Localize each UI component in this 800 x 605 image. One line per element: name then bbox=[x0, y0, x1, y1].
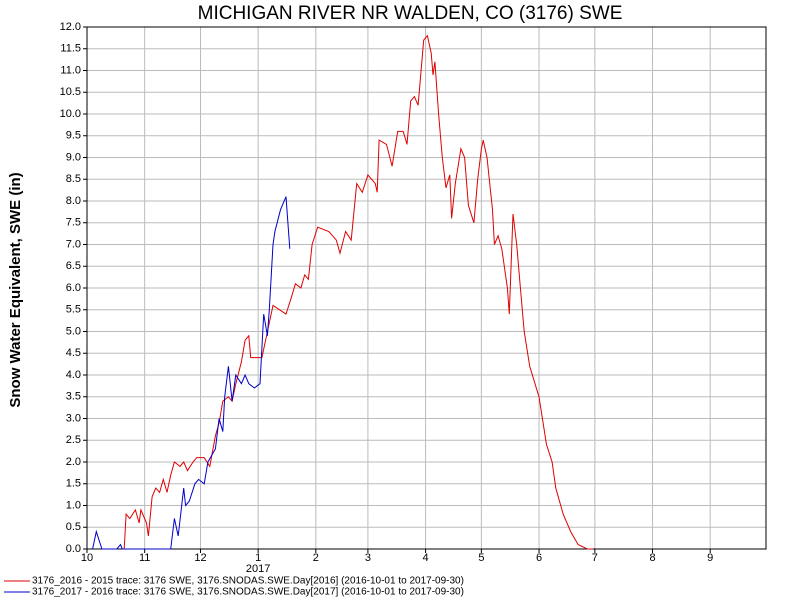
y-tick-label: 6.0 bbox=[66, 282, 81, 294]
x-tick-label: 9 bbox=[707, 552, 713, 564]
legend-label: 3176_2016 - 2015 trace: 3176 SWE, 3176.S… bbox=[32, 576, 464, 587]
legend-label: 3176_2017 - 2016 trace: 3176 SWE, 3176.S… bbox=[32, 587, 464, 598]
y-tick-label: 8.5 bbox=[66, 173, 81, 185]
y-tick-label: 11.0 bbox=[60, 64, 81, 76]
y-tick-label: 4.0 bbox=[66, 369, 81, 381]
x-tick-label: 3 bbox=[365, 552, 371, 564]
y-tick-label: 0.0 bbox=[66, 543, 81, 555]
chart-title: MICHIGAN RIVER NR WALDEN, CO (3176) SWE bbox=[198, 3, 623, 24]
y-tick-label: 3.5 bbox=[66, 391, 81, 403]
x-tick-label: 7 bbox=[592, 552, 598, 564]
y-tick-label: 0.5 bbox=[66, 521, 81, 533]
plot-frame bbox=[86, 26, 767, 550]
y-tick-label: 12.0 bbox=[60, 21, 81, 33]
y-tick-label: 9.0 bbox=[66, 151, 81, 163]
y-tick-label: 7.0 bbox=[66, 238, 81, 250]
y-tick-label: 9.5 bbox=[66, 130, 81, 142]
x-tick-label: 12 bbox=[194, 552, 206, 564]
x-tick-label: 10 bbox=[81, 552, 93, 564]
x-tick-label: 11 bbox=[139, 552, 150, 564]
y-tick-label: 2.5 bbox=[66, 434, 81, 446]
y-tick-label: 10.5 bbox=[60, 86, 81, 98]
y-tick-label: 5.5 bbox=[66, 304, 81, 316]
x-year-label: 2017 bbox=[246, 563, 270, 575]
y-tick-label: 4.5 bbox=[66, 347, 81, 359]
series-line bbox=[123, 34, 593, 550]
series-line bbox=[92, 196, 291, 550]
y-tick-label: 5.0 bbox=[66, 325, 81, 337]
y-tick-label: 11.5 bbox=[60, 43, 81, 55]
x-tick-label: 6 bbox=[536, 552, 542, 564]
y-tick-label: 10.0 bbox=[60, 108, 81, 120]
x-tick-label: 5 bbox=[478, 552, 484, 564]
y-tick-label: 3.0 bbox=[66, 412, 81, 424]
y-tick-label: 1.5 bbox=[66, 478, 81, 490]
x-tick-label: 2 bbox=[313, 552, 319, 564]
y-axis-label: Snow Water Equivalent, SWE (in) bbox=[7, 172, 24, 407]
x-tick-label: 8 bbox=[649, 552, 655, 564]
y-tick-label: 6.5 bbox=[66, 260, 81, 272]
y-tick-label: 8.0 bbox=[66, 195, 81, 207]
y-tick-label: 7.5 bbox=[66, 217, 81, 229]
y-tick-label: 1.0 bbox=[66, 499, 81, 511]
y-tick-label: 2.0 bbox=[66, 456, 81, 468]
x-tick-label: 4 bbox=[423, 552, 429, 564]
x-tick-label: 1 bbox=[255, 552, 261, 564]
